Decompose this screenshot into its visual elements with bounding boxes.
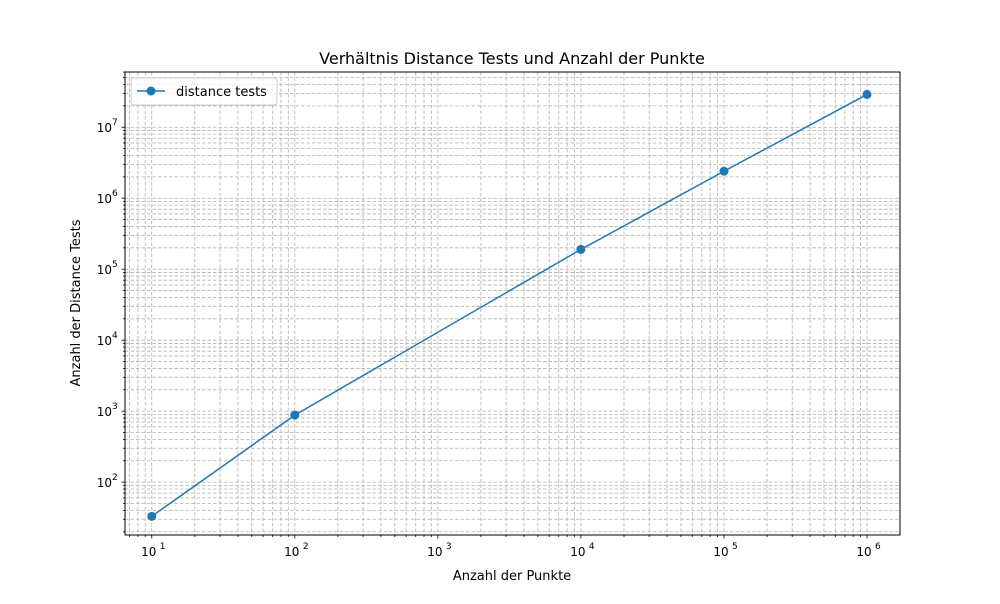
legend-marker-swatch [146, 86, 156, 96]
legend-label: distance tests [176, 85, 267, 100]
x-tick-label: 10 [141, 545, 156, 559]
y-tick-label: 10 [97, 121, 112, 135]
x-tick-exponent: 1 [160, 542, 166, 552]
data-point [719, 166, 729, 176]
grid [125, 71, 900, 535]
y-tick-label: 10 [97, 192, 112, 206]
x-tick-exponent: 4 [589, 542, 595, 552]
x-tick-exponent: 3 [446, 542, 452, 552]
legend-box [130, 77, 278, 106]
x-axis: 10 1 10 2 10 3 10 4 10 5 10 6 [129, 535, 881, 559]
plot-frame [124, 71, 901, 536]
data-point [576, 244, 586, 254]
series-layer [147, 89, 872, 521]
y-tick-label: 10 [97, 263, 112, 277]
x-tick-label: 10 [570, 545, 585, 559]
y-tick-exponent: 6 [112, 189, 118, 199]
y-tick-exponent: 2 [112, 473, 118, 483]
y-tick-label: 10 [97, 476, 112, 490]
y-tick-label: 10 [97, 405, 112, 419]
data-point [290, 410, 300, 420]
x-tick-exponent: 5 [732, 542, 738, 552]
chart-title: Verhältnis Distance Tests und Anzahl der… [319, 49, 705, 68]
series-line [151, 93, 868, 517]
y-tick-exponent: 5 [112, 260, 118, 270]
legend: distance tests [130, 77, 278, 106]
x-tick-exponent: 2 [303, 542, 309, 552]
data-point [147, 511, 157, 521]
y-tick-exponent: 7 [112, 118, 118, 128]
x-tick-label: 10 [713, 545, 728, 559]
y-axis-label: Anzahl der Distance Tests [69, 219, 84, 386]
x-tick-label: 10 [284, 545, 299, 559]
data-point [862, 89, 872, 99]
y-tick-label: 10 [97, 334, 112, 348]
x-axis-label: Anzahl der Punkte [453, 569, 571, 584]
y-tick-exponent: 3 [112, 402, 118, 412]
x-tick-label: 10 [856, 545, 871, 559]
x-tick-label: 10 [427, 545, 442, 559]
x-tick-exponent: 6 [875, 542, 881, 552]
y-tick-exponent: 4 [112, 331, 118, 341]
